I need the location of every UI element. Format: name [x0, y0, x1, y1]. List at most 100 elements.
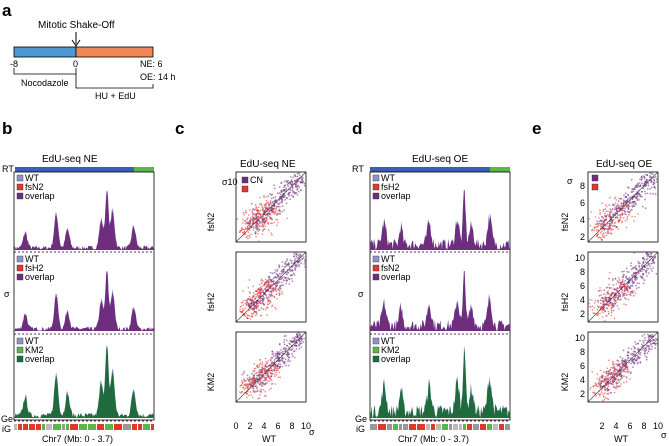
scatter-point-cn — [283, 180, 286, 183]
scatter-point-cn — [638, 194, 641, 197]
scatter-point-cn — [277, 280, 279, 283]
scatter-point-red — [619, 217, 622, 220]
scatter-point-red — [272, 290, 274, 292]
scatter-point-red — [257, 230, 260, 232]
scatter-point-cn — [615, 289, 618, 292]
scatter-point-red — [264, 204, 266, 207]
scatter-point-red — [266, 362, 269, 364]
scatter-point-cn — [627, 357, 630, 359]
scatter-point-red — [242, 300, 244, 302]
scatter-point-cn — [262, 207, 264, 210]
scatter-point-cn — [302, 341, 305, 343]
scatter-point-red — [248, 302, 250, 305]
scatter-point-red — [604, 293, 607, 296]
scatter-point-red — [267, 278, 270, 281]
scatter-point-red — [625, 376, 628, 379]
ig-segment — [399, 424, 402, 430]
scatter-point-cn — [643, 257, 645, 260]
scatter-point-red — [614, 197, 616, 200]
scatter-point-red — [619, 216, 622, 218]
scatter-point-red — [244, 387, 247, 390]
scatter-point-cn — [634, 279, 637, 281]
scatter-point-cn — [644, 352, 646, 355]
scatter-point-red — [618, 197, 620, 200]
scatter-point-cn — [612, 204, 615, 207]
scatter-point-cn — [273, 184, 275, 187]
scatter-point-cn — [596, 220, 598, 223]
ig-segment — [88, 424, 96, 430]
scatter-point-red — [254, 208, 257, 211]
scatter-point-cn — [302, 256, 305, 259]
scatter-point-cn — [267, 202, 270, 205]
scatter-point-cn — [617, 200, 620, 203]
scatter-point-cn — [265, 218, 268, 221]
scatter-point-red — [610, 293, 613, 295]
scatter-point-red — [245, 312, 247, 315]
scatter-point-red — [253, 374, 255, 377]
scatter-point-cn — [609, 213, 611, 216]
scatter-point-red — [633, 220, 635, 222]
scatter-point-red — [242, 382, 244, 384]
scatter-point-red — [248, 279, 251, 281]
scatter-point-cn — [282, 269, 284, 271]
scatter-point-cn — [649, 340, 652, 342]
scatter-point-red — [613, 380, 616, 383]
scatter-point-red — [596, 226, 599, 228]
scatter-point-red — [611, 208, 614, 211]
scatter-point-cn — [255, 313, 258, 315]
scatter-point-red — [275, 210, 278, 212]
scatter-point-cn — [637, 286, 640, 289]
scatter-point-cn — [273, 358, 276, 361]
scatter-point-red — [637, 213, 639, 215]
scatter-point-red — [277, 369, 279, 372]
scatter-point-cn — [635, 274, 638, 276]
ig-segment — [36, 424, 41, 430]
y-tick: 4 — [580, 215, 585, 225]
scatter-point-red — [599, 307, 602, 309]
scatter-point-red — [626, 210, 629, 213]
scatter-point-cn — [281, 261, 284, 263]
scatter-point-red — [281, 290, 283, 293]
scatter-point-red — [255, 235, 257, 238]
scatter-point-red — [613, 317, 616, 320]
scatter-point-red — [615, 386, 617, 389]
scatter-point-cn — [650, 335, 653, 338]
scatter-point-cn — [636, 282, 639, 285]
panel-e-scatter-plots — [587, 171, 659, 403]
scatter-point-red — [248, 383, 251, 385]
scatter-point-red — [604, 375, 607, 378]
scatter-point-cn — [259, 222, 261, 225]
scatter-point-red — [613, 222, 616, 225]
scatter-point-red — [262, 215, 265, 218]
scatter-point-cn — [261, 280, 264, 282]
scatter-point-cn — [298, 174, 301, 177]
scatter-point-cn — [282, 186, 285, 189]
scatter-point-cn — [283, 209, 286, 212]
diagonal-line — [235, 251, 307, 323]
scatter-point-red — [259, 291, 261, 294]
scatter-point-red — [609, 226, 611, 229]
scatter-point-red — [247, 214, 250, 216]
panel-d-gene-track — [370, 420, 510, 430]
scatter-point-cn — [631, 285, 634, 287]
scatter-point-cn — [646, 174, 649, 177]
scatter-point-red — [240, 301, 243, 304]
scatter-frame — [235, 171, 307, 243]
scatter-point-cn — [289, 181, 291, 184]
scatter-point-red — [613, 363, 615, 366]
scatter-point-cn — [654, 340, 657, 342]
scatter-point-red — [589, 299, 591, 301]
scatter-point-red — [259, 213, 262, 216]
scatter-point-red — [256, 289, 259, 292]
scatter-point-red — [606, 307, 608, 309]
scatter-point-cn — [296, 175, 299, 178]
scatter-point-red — [250, 233, 253, 236]
scatter-point-cn — [649, 172, 651, 175]
scatter-point-red — [626, 216, 629, 218]
scatter-point-cn — [302, 177, 304, 179]
scatter-point-red — [242, 232, 244, 234]
scatter-point-red — [245, 304, 248, 306]
scatter-point-red — [239, 308, 241, 311]
scatter-point-cn — [649, 255, 652, 258]
scatter-point-cn — [602, 380, 605, 383]
